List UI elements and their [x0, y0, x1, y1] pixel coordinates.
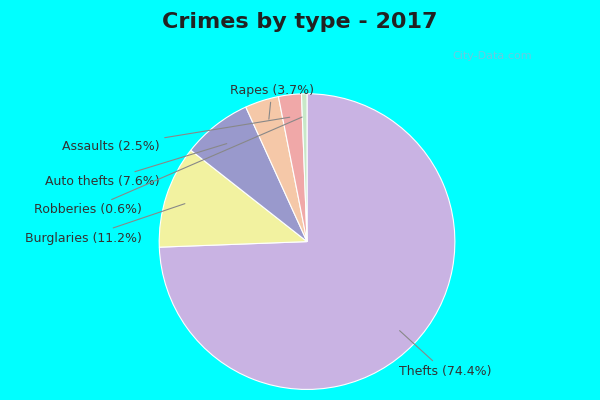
Text: Assaults (2.5%): Assaults (2.5%) [62, 117, 290, 153]
Wedge shape [160, 94, 455, 390]
Text: Auto thefts (7.6%): Auto thefts (7.6%) [44, 144, 227, 188]
Wedge shape [301, 94, 307, 242]
Text: Burglaries (11.2%): Burglaries (11.2%) [25, 204, 185, 244]
Wedge shape [191, 107, 307, 242]
Text: Robberies (0.6%): Robberies (0.6%) [34, 117, 302, 216]
Wedge shape [246, 96, 307, 242]
Text: Thefts (74.4%): Thefts (74.4%) [398, 331, 491, 378]
Text: City-Data.com: City-Data.com [452, 51, 532, 61]
Text: Rapes (3.7%): Rapes (3.7%) [230, 84, 314, 119]
Text: Crimes by type - 2017: Crimes by type - 2017 [162, 12, 438, 32]
Wedge shape [159, 150, 307, 247]
Wedge shape [278, 94, 307, 242]
